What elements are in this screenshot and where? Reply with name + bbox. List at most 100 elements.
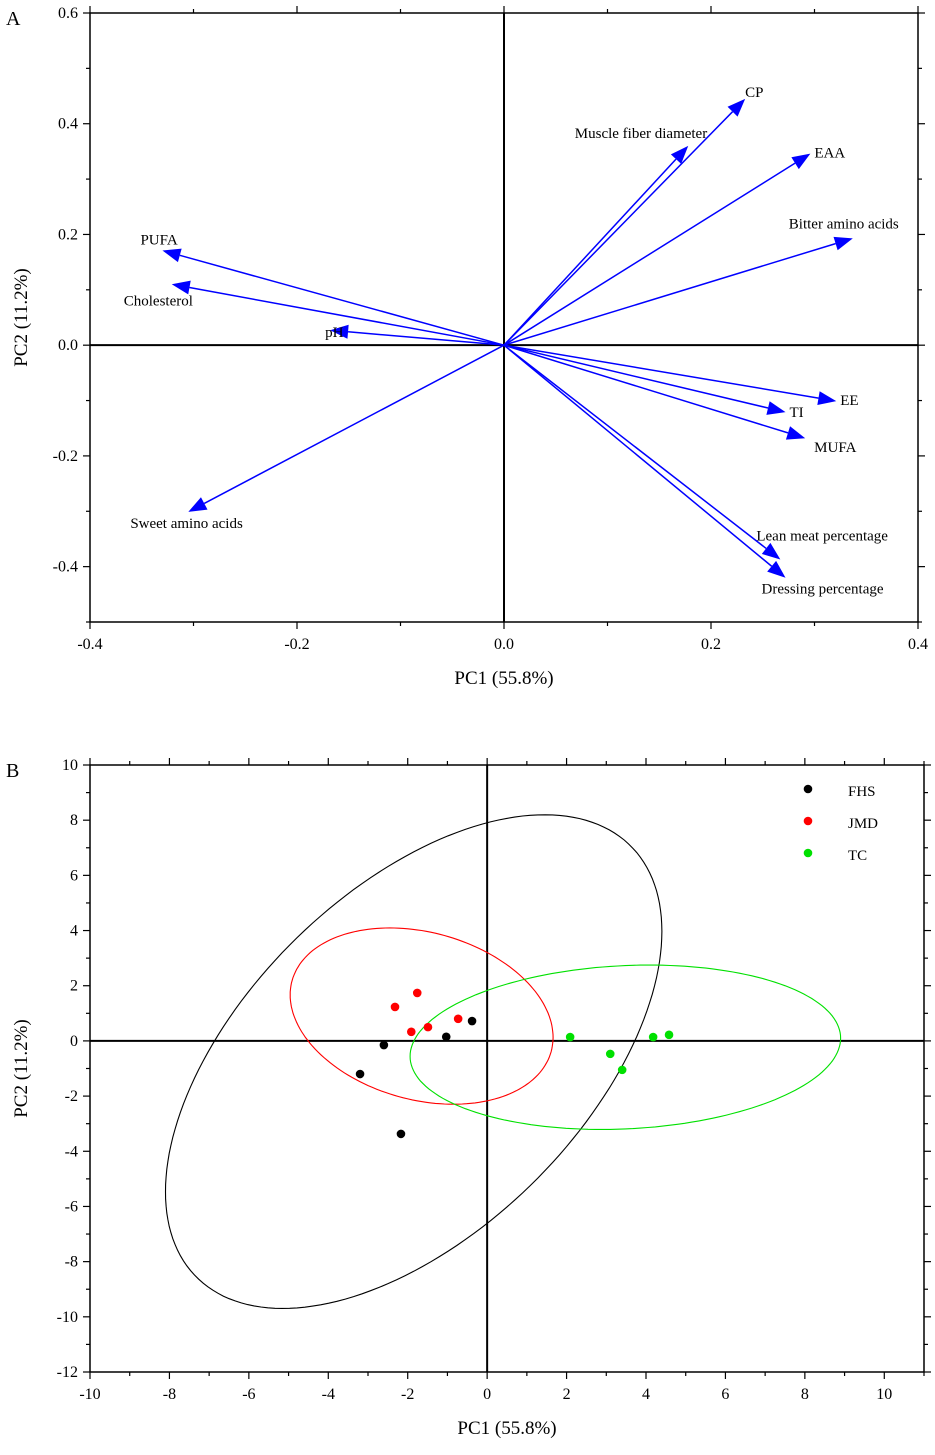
panel-b-score-plot: -10 -8 -6 -4 -2 0 2 4 6 8 10-12-10-8-6-4-20246810P… <box>6 757 931 1439</box>
x-tick-label: 0 <box>483 1386 491 1403</box>
y-axis-title: PC2 (11.2%) <box>11 1019 32 1118</box>
arrow-head <box>785 426 806 440</box>
loading-arrow-dressing-percentage <box>503 344 773 567</box>
confidence-ellipse-jmd <box>289 927 554 1105</box>
arrow-head <box>727 98 746 117</box>
loading-arrow-ee <box>503 344 819 399</box>
y-tick-label: 0.6 <box>58 5 78 22</box>
data-point-tc <box>617 1065 627 1075</box>
loading-label: MUFA <box>814 440 856 456</box>
arrow-head <box>766 401 786 415</box>
y-tick-label: 0.2 <box>58 226 78 243</box>
x-tick-label: 8 <box>801 1386 809 1403</box>
y-tick-label: -4 <box>65 1143 78 1160</box>
loading-arrow-muscle-fiber-diameter <box>503 158 677 346</box>
y-tick-label: 6 <box>70 867 78 884</box>
x-tick-label: 6 <box>721 1386 729 1403</box>
data-point-fhs <box>467 1016 477 1026</box>
data-point-tc <box>664 1030 674 1040</box>
loading-arrow-cholesterol <box>189 286 505 346</box>
y-tick-label: -8 <box>65 1254 78 1271</box>
y-tick-label: 0 <box>70 1033 78 1050</box>
loading-label: EAA <box>814 146 845 162</box>
arrow-head <box>162 248 182 263</box>
x-tick-label: -0.4 <box>77 636 102 653</box>
loading-label: pH <box>325 325 344 341</box>
loading-label: Muscle fiber diameter <box>575 126 707 142</box>
x-tick-label: -10 <box>79 1386 100 1403</box>
x-tick-label: -4 <box>322 1386 335 1403</box>
loading-label: Bitter amino acids <box>789 216 899 232</box>
loading-arrow-ti <box>503 344 769 409</box>
data-point-fhs <box>355 1069 365 1079</box>
x-tick-label: 4 <box>642 1386 650 1403</box>
y-axis-title: PC2 (11.2%) <box>11 268 32 367</box>
y-tick-label: 2 <box>70 978 78 995</box>
arrow-head <box>817 391 837 406</box>
panel-a-loadings-biplot: -0.4 -0.2 0.0 0.2 0.4 -0.4 -0.2 0.0 0.2 0.4 0.6 PC1… <box>6 5 928 689</box>
y-tick-label: 0.4 <box>58 116 78 133</box>
y-tick-label: -10 <box>57 1309 78 1326</box>
loading-arrow-cp <box>503 111 734 346</box>
loading-label: TI <box>790 405 804 421</box>
loading-arrow-ph <box>347 331 505 346</box>
x-tick-label: 2 <box>563 1386 571 1403</box>
x-tick-label: 0.0 <box>494 636 514 653</box>
arrow-head <box>833 236 853 251</box>
data-point-jmd <box>412 988 422 998</box>
y-tick-label: 4 <box>70 923 78 940</box>
data-point-tc <box>648 1032 658 1042</box>
x-tick-label: -2 <box>401 1386 414 1403</box>
arrow-head <box>171 280 191 295</box>
loading-label: Dressing percentage <box>762 582 884 598</box>
y-tick-label: -6 <box>65 1198 78 1215</box>
x-axis-title: PC1 (55.8%) <box>454 668 553 689</box>
data-point-jmd <box>453 1014 463 1024</box>
data-point-fhs <box>396 1129 406 1139</box>
data-point-fhs <box>441 1032 451 1042</box>
legend-marker-jmd <box>803 816 813 826</box>
legend-marker-tc <box>803 848 813 858</box>
data-point-tc <box>605 1049 615 1059</box>
legend-marker-fhs <box>803 784 813 794</box>
loading-arrow-pufa <box>179 254 505 346</box>
loading-arrow-mufa <box>503 344 789 434</box>
arrow-head <box>767 560 786 578</box>
y-tick-label: 0.0 <box>58 337 78 354</box>
arrow-head <box>761 542 781 560</box>
confidence-ellipse-tc <box>409 964 842 1130</box>
y-tick-label: -0.4 <box>53 559 78 576</box>
x-tick-label: -6 <box>242 1386 255 1403</box>
legend-label: JMD <box>848 816 878 832</box>
x-tick-label: 0.2 <box>701 636 721 653</box>
x-tick-label: -8 <box>163 1386 176 1403</box>
loading-label: Lean meat percentage <box>756 528 888 544</box>
data-point-tc <box>565 1032 575 1042</box>
confidence-ellipse-fhs <box>164 814 663 1309</box>
data-point-jmd <box>423 1022 433 1032</box>
data-point-jmd <box>406 1027 416 1037</box>
loading-arrow-sweet-amino-acids <box>203 344 505 505</box>
loading-label: EE <box>840 393 858 409</box>
y-tick-label: 10 <box>62 757 78 774</box>
arrow-head <box>670 145 689 164</box>
loading-arrow-eaa <box>503 162 796 346</box>
loading-label: Cholesterol <box>124 293 193 309</box>
x-axis-title: PC1 (55.8%) <box>457 1418 556 1439</box>
loading-label: Sweet amino acids <box>130 516 243 532</box>
y-tick-label: -0.2 <box>53 448 78 465</box>
x-tick-label: 0.4 <box>908 636 928 653</box>
legend-label: FHS <box>848 784 876 800</box>
loading-label: PUFA <box>140 233 177 249</box>
data-point-fhs <box>379 1040 389 1050</box>
arrow-head <box>330 324 349 339</box>
loading-arrow-lean-meat-percentage <box>503 344 767 550</box>
panel-label: A <box>6 8 21 30</box>
x-tick-label: 10 <box>876 1386 892 1403</box>
x-tick-label: -0.2 <box>284 636 309 653</box>
panel-label: B <box>6 760 19 782</box>
arrow-head <box>188 497 208 512</box>
arrow-head <box>791 153 811 170</box>
